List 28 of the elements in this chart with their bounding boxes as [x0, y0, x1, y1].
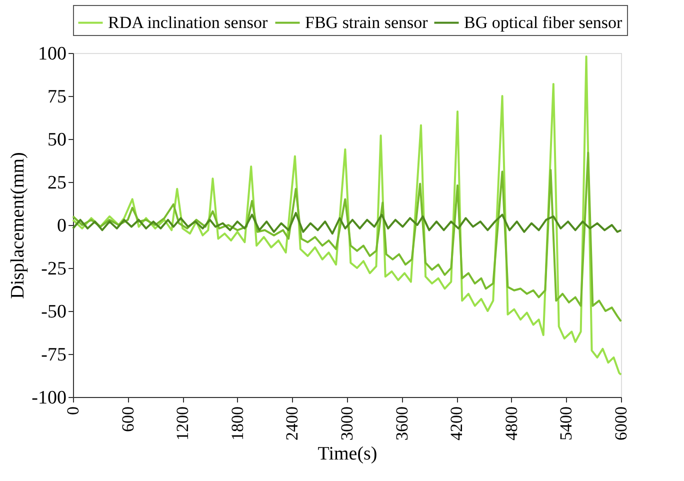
x-tick-label: 0 — [64, 406, 82, 415]
y-tick-label: -100 — [32, 388, 66, 408]
x-tick-label: 4200 — [447, 406, 466, 440]
x-tick-label: 3000 — [338, 406, 356, 440]
y-tick-label: -75 — [41, 344, 66, 366]
y-tick-label: 0 — [57, 216, 66, 236]
legend-label: BG optical fiber sensor — [464, 12, 622, 32]
x-tick-label: 6000 — [612, 406, 630, 440]
legend-label: RDA inclination sensor — [108, 12, 268, 32]
line-series — [72, 152, 622, 322]
line-series — [72, 212, 622, 235]
x-tick-label: 3600 — [392, 406, 412, 440]
x-tick-label: 600 — [118, 406, 138, 432]
y-axis-title: Displacement(mm) — [8, 152, 29, 299]
x-tick-label: 1800 — [228, 406, 247, 440]
x-tick-label: 5400 — [556, 406, 576, 440]
x-tick-label: 4800 — [502, 406, 521, 440]
legend-label: FBG strain sensor — [305, 12, 428, 32]
y-tick-label: 75 — [48, 86, 66, 108]
x-axis-title: Time(s) — [318, 444, 378, 464]
x-tick-label: 1200 — [173, 406, 192, 440]
y-tick-label: 100 — [38, 44, 66, 64]
line-series — [72, 55, 622, 376]
y-tick-label: 25 — [48, 172, 66, 194]
y-tick-label: 50 — [48, 130, 66, 150]
y-tick-label: -50 — [41, 302, 66, 322]
y-tick-label: -25 — [41, 258, 66, 280]
x-tick-label: 2400 — [282, 406, 302, 440]
